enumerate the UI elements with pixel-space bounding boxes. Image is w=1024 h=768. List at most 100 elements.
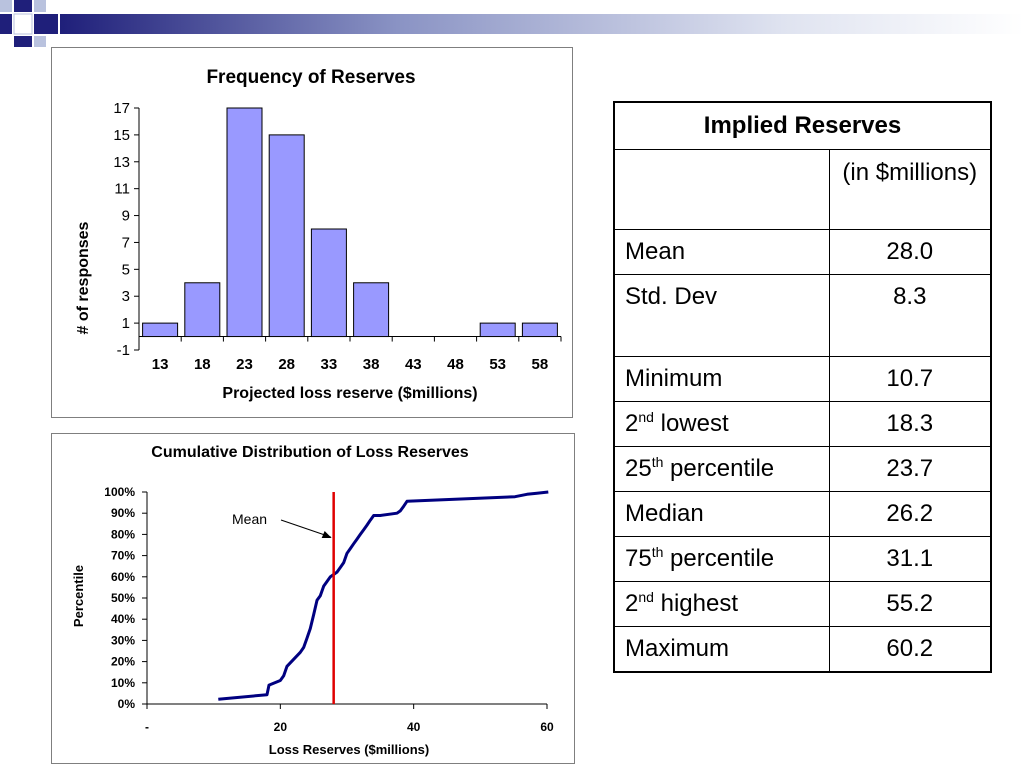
decor-square [0,14,12,34]
header-gradient-band [60,14,1024,34]
row-label-text: 2 [625,590,639,617]
row-label: 25th percentile [613,446,830,492]
y-axis-label: Percentile [71,565,86,627]
x-tick-label: 13 [152,356,169,373]
bar [226,107,263,338]
row-value: 18.3 [828,401,992,447]
row-label-superscript: nd [638,589,654,605]
row-label-text: Minimum [625,365,723,392]
row-label: Median [613,491,830,537]
row-label-text: 75 [625,545,652,572]
table-row: Std. Dev 8.3 [613,274,992,357]
row-label-text: Maximum [625,635,730,662]
decor-square [34,14,58,34]
decor-square [14,36,32,47]
row-label-text: 2 [625,410,639,437]
table-header-row: Implied Reserves [613,101,992,150]
row-label-text: Mean [625,238,686,265]
y-tick-label: 3 [122,288,130,305]
row-value: 28.0 [828,229,992,275]
row-label: Std. Dev [613,274,830,357]
cdf-chart: Cumulative Distribution of Loss Reserves… [71,444,554,757]
row-label-superscript: nd [638,409,654,425]
row-label-text: Std. Dev [625,283,718,310]
x-tick-label: 40 [407,720,421,734]
table-title: Implied Reserves [613,101,992,150]
x-tick-label: 28 [278,356,295,373]
decor-square [13,13,33,35]
y-tick-label: 5 [122,261,130,278]
mean-annotation-label: Mean [232,511,267,527]
table-row: 75th percentile 31.1 [613,536,992,582]
table-row: 2nd highest 55.2 [613,581,992,627]
bar [184,282,221,338]
histogram-panel: Frequency of Reserves Projected loss res… [51,47,573,418]
x-tick-label: 38 [363,356,380,373]
row-label-suffix: lowest [653,410,729,437]
y-tick-label: -1 [117,342,130,359]
row-value: 23.7 [828,446,992,492]
row-value: 8.3 [828,274,992,357]
x-tick-label: 18 [194,356,211,373]
table-cell-empty [613,149,830,230]
table-row: 2nd lowest 18.3 [613,401,992,447]
row-value: 31.1 [828,536,992,582]
decor-square [0,0,12,12]
y-tick-label: 20% [111,655,135,669]
table-row: Maximum 60.2 [613,626,992,673]
row-label-suffix: percentile [663,545,775,572]
row-value: 60.2 [828,626,992,673]
chart-title: Cumulative Distribution of Loss Reserves [151,444,469,461]
x-tick-label: 20 [274,720,288,734]
histogram-chart: Frequency of Reserves Projected loss res… [75,67,562,402]
y-tick-label: 50% [111,591,135,605]
slide-header-decoration [0,0,1024,47]
y-tick-label: 30% [111,633,135,647]
decor-square [34,0,46,12]
mean-annotation-arrow [280,519,331,538]
row-label-superscript: th [651,454,664,470]
row-value: 55.2 [828,581,992,627]
y-tick-label: 11 [114,181,130,198]
x-tick-label: 33 [321,356,338,373]
cdf-panel: Cumulative Distribution of Loss Reserves… [51,433,575,764]
bar [353,282,390,338]
row-label-suffix: highest [653,590,738,617]
y-tick-label: 9 [122,208,130,225]
x-axis-label: Loss Reserves ($millions) [269,742,429,757]
x-tick-label: 58 [532,356,549,373]
row-value: 10.7 [828,356,992,402]
row-label-superscript: th [651,544,664,560]
bar [268,134,305,338]
bar [142,322,179,338]
y-tick-label: 17 [113,100,130,117]
y-tick-label: 40% [111,612,135,626]
row-label: 2nd highest [613,581,830,627]
table-row: 25th percentile 23.7 [613,446,992,492]
bar [310,228,347,338]
table-row: Minimum 10.7 [613,356,992,402]
y-tick-label: 10% [111,676,135,690]
y-axis-label: # of responses [75,221,92,334]
bar [479,322,516,338]
table-row: Mean 28.0 [613,229,992,275]
row-label: 75th percentile [613,536,830,582]
x-tick-label: 23 [236,356,253,373]
row-label: Minimum [613,356,830,402]
row-label-text: 25 [625,455,652,482]
table-row: Median 26.2 [613,491,992,537]
x-tick-label: - [145,720,149,734]
y-tick-label: 15 [113,127,130,144]
implied-reserves-table: Implied Reserves (in $millions) Mean 28.0… [613,101,992,673]
arrow-head-icon [321,531,332,538]
row-label: Mean [613,229,830,275]
y-tick-label: 70% [111,549,135,563]
row-label: 2nd lowest [613,401,830,447]
row-value: 26.2 [828,491,992,537]
decor-square [14,0,32,12]
decor-square [34,36,46,47]
y-tick-label: 80% [111,527,135,541]
y-tick-label: 7 [122,234,130,251]
y-tick-label: 0% [118,697,136,711]
y-tick-label: 13 [113,154,130,171]
